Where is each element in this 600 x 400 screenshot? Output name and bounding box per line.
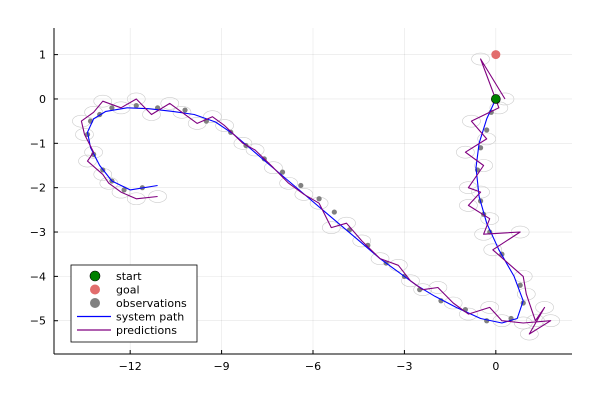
goal-marker — [491, 50, 501, 60]
uncertainty-ellipse — [84, 145, 103, 159]
uncertainty-ellipse — [471, 52, 490, 66]
uncertainty-ellipse — [203, 110, 222, 124]
y-tick-label: 0 — [39, 93, 46, 106]
observations-marker — [121, 187, 127, 193]
observations-marker — [331, 209, 337, 215]
x-tick-label: 0 — [492, 360, 499, 373]
uncertainty-ellipse — [516, 287, 536, 301]
observations-marker — [298, 182, 304, 189]
uncertainty-ellipse — [126, 192, 146, 206]
uncertainty-ellipse — [520, 327, 539, 341]
uncertainty-ellipse — [172, 105, 192, 119]
uncertainty-ellipse — [477, 132, 496, 146]
uncertainty-ellipse — [245, 143, 265, 157]
uncertainty-ellipse — [443, 296, 463, 310]
uncertainty-ellipse — [78, 154, 97, 168]
legend-swatch-goal — [90, 284, 100, 295]
uncertainty-ellipse — [480, 301, 500, 314]
legend-swatch-observations — [90, 298, 100, 308]
legend-label-predictions: predictions — [116, 324, 177, 337]
uncertainty-ellipse — [471, 185, 490, 199]
legend-label-observations: observations — [116, 297, 187, 310]
y-tick-label: −1 — [30, 137, 46, 150]
uncertainty-ellipse — [321, 221, 341, 234]
uncertainty-ellipse — [352, 234, 372, 248]
axes: −12 −9 −6 −3 0 1 0 −1 −2 −3 −4 −5 — [30, 28, 572, 373]
uncertainty-ellipse — [541, 314, 560, 328]
uncertainty-ellipse — [215, 119, 234, 132]
y-tick-label: −2 — [30, 182, 46, 195]
uncertainty-ellipse — [264, 161, 283, 175]
observations-marker — [517, 282, 523, 288]
y-tick-label: −5 — [30, 315, 46, 328]
observations-marker — [438, 298, 444, 304]
observations-marker — [477, 145, 484, 151]
observations-marker — [109, 105, 115, 111]
uncertainty-ellipse — [75, 128, 94, 141]
x-tick-label: −3 — [396, 360, 412, 373]
uncertainty-ellipse — [456, 145, 475, 159]
uncertainty-ellipse — [535, 301, 554, 314]
legend-label-start: start — [116, 270, 142, 283]
system-path-line — [86, 98, 524, 324]
uncertainty-ellipse — [370, 252, 390, 265]
y-tick-label: 1 — [39, 49, 46, 62]
uncertainty-ellipse — [483, 243, 503, 257]
observations-marker — [484, 127, 490, 133]
uncertainty-ellipse — [111, 185, 131, 199]
observations-marker — [133, 103, 139, 109]
x-tick-label: −6 — [305, 360, 321, 373]
uncertainty-ellipse — [160, 97, 180, 110]
uncertainty-ellipse — [401, 274, 420, 288]
legend-label-goal: goal — [116, 284, 140, 297]
uncertainty-ellipse — [474, 227, 493, 241]
uncertainty-ellipse — [294, 188, 314, 201]
uncertainty-ellipse — [413, 283, 432, 296]
uncertainty-ellipse — [513, 316, 533, 330]
observations-marker — [316, 196, 322, 202]
uncertainty-ellipse — [233, 137, 253, 150]
predictions-line — [80, 58, 552, 335]
uncertainty-ellipse — [428, 281, 448, 294]
y-tick-label: −3 — [30, 226, 46, 239]
uncertainty-ellipse — [279, 176, 298, 190]
uncertainty-ellipse — [459, 199, 478, 212]
x-tick-label: −9 — [213, 360, 229, 373]
uncertainty-ellipse — [459, 307, 478, 321]
start-marker — [491, 94, 501, 104]
uncertainty-ellipse — [474, 159, 493, 172]
uncertainty-ellipse — [459, 181, 478, 194]
uncertainty-ellipse — [148, 190, 167, 203]
legend-label-system-path: system path — [116, 311, 184, 324]
uncertainty-ellipse — [480, 212, 500, 226]
observations-marker — [182, 107, 188, 113]
observations-marker — [279, 169, 286, 175]
x-tick-label: −12 — [119, 360, 142, 373]
uncertainty-ellipse — [93, 94, 113, 108]
y-tick-label: −4 — [30, 270, 46, 283]
legend-swatch-start — [89, 270, 101, 282]
uncertainty-ellipse — [462, 114, 481, 128]
plot-area — [80, 50, 552, 335]
